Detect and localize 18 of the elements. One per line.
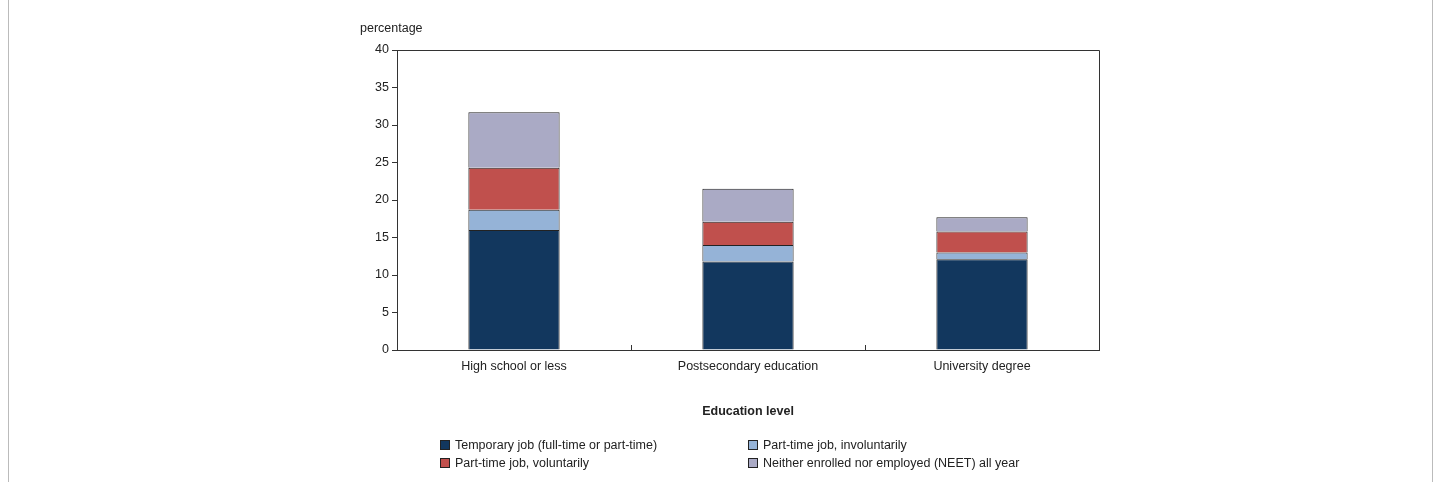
y-tick-label: 25 [375,154,390,169]
legend-label: Neither enrolled nor employed (NEET) all year [763,456,1020,470]
y-tick-label: 15 [375,229,390,244]
y-tick-label: 5 [382,304,390,319]
y-tick-label: 10 [375,267,390,282]
legend-label: Part-time job, voluntarily [455,456,590,470]
legend-label: Part-time job, involuntarily [763,438,907,452]
y-axis-title: percentage [360,21,423,35]
y-tick-label: 20 [375,192,390,207]
y-tick-label: 35 [375,79,390,94]
x-tick-label: University degree [933,358,1031,373]
legend-label: Temporary job (full-time or part-time) [455,438,658,452]
x-tick-label: Postsecondary education [677,358,819,373]
x-tick-label: High school or less [461,358,567,373]
y-tick-label: 40 [375,42,390,57]
y-tick-label: 30 [375,117,390,132]
y-tick-label: 0 [382,342,390,357]
x-axis-title: Education level [702,403,794,418]
